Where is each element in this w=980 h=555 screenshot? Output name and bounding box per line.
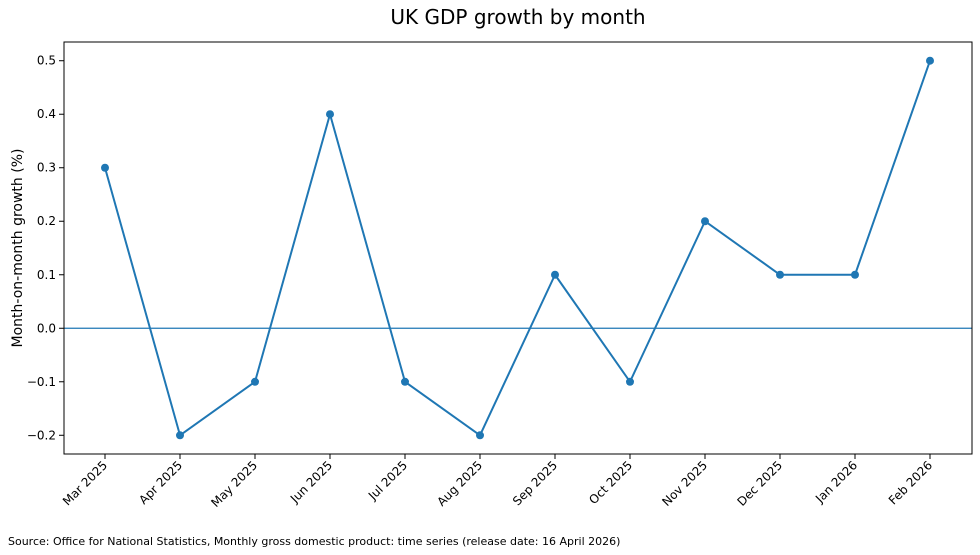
x-tick-label: Sep 2025 <box>510 458 560 508</box>
x-tick-label: Nov 2025 <box>659 458 710 509</box>
y-tick-label: 0.1 <box>37 268 56 282</box>
x-tick-label: Jun 2025 <box>287 458 335 506</box>
y-tick-label: 0.2 <box>37 214 56 228</box>
x-tick-label: Dec 2025 <box>735 458 786 509</box>
x-tick-label: May 2025 <box>208 458 260 510</box>
y-tick-label: 0.4 <box>37 107 56 121</box>
x-tick-label: Oct 2025 <box>586 458 635 507</box>
plot-area <box>63 41 973 455</box>
series-line <box>104 60 931 437</box>
plot-frame <box>63 41 973 455</box>
x-tick-label: Aug 2025 <box>434 458 485 509</box>
y-tick-label: −0.1 <box>27 375 56 389</box>
data-point <box>476 431 484 440</box>
source-note: Source: Office for National Statistics, … <box>8 535 621 548</box>
data-point <box>551 270 559 279</box>
y-tick-label: 0.5 <box>37 54 56 68</box>
y-axis: −0.2 −0.1 0.0 0.1 0.2 0.3 0.4 0.5 <box>27 54 64 442</box>
data-point <box>926 56 934 65</box>
data-point <box>251 377 259 386</box>
y-axis-label: Month-on-month growth (%) <box>10 149 26 348</box>
x-tick-label: Mar 2025 <box>60 458 110 508</box>
chart-title: UK GDP growth by month <box>390 5 645 29</box>
x-tick-label: Feb 2026 <box>886 458 935 507</box>
x-tick-label: Apr 2025 <box>136 458 185 507</box>
y-tick-label: 0.3 <box>37 161 56 175</box>
data-point <box>701 217 709 226</box>
data-point <box>326 110 334 119</box>
data-point <box>401 377 409 386</box>
y-tick-label: −0.2 <box>27 428 56 442</box>
y-tick-label: 0.0 <box>37 321 56 335</box>
data-point <box>176 431 184 440</box>
data-point <box>101 163 109 172</box>
data-point <box>851 270 859 279</box>
x-tick-label: Jan 2026 <box>812 458 860 506</box>
x-axis: Mar 2025 Apr 2025 May 2025 Jun 2025 Jul 2025… <box>60 454 935 510</box>
data-point <box>776 270 784 279</box>
x-tick-label: Jul 2025 <box>365 458 410 503</box>
data-point <box>626 377 634 386</box>
